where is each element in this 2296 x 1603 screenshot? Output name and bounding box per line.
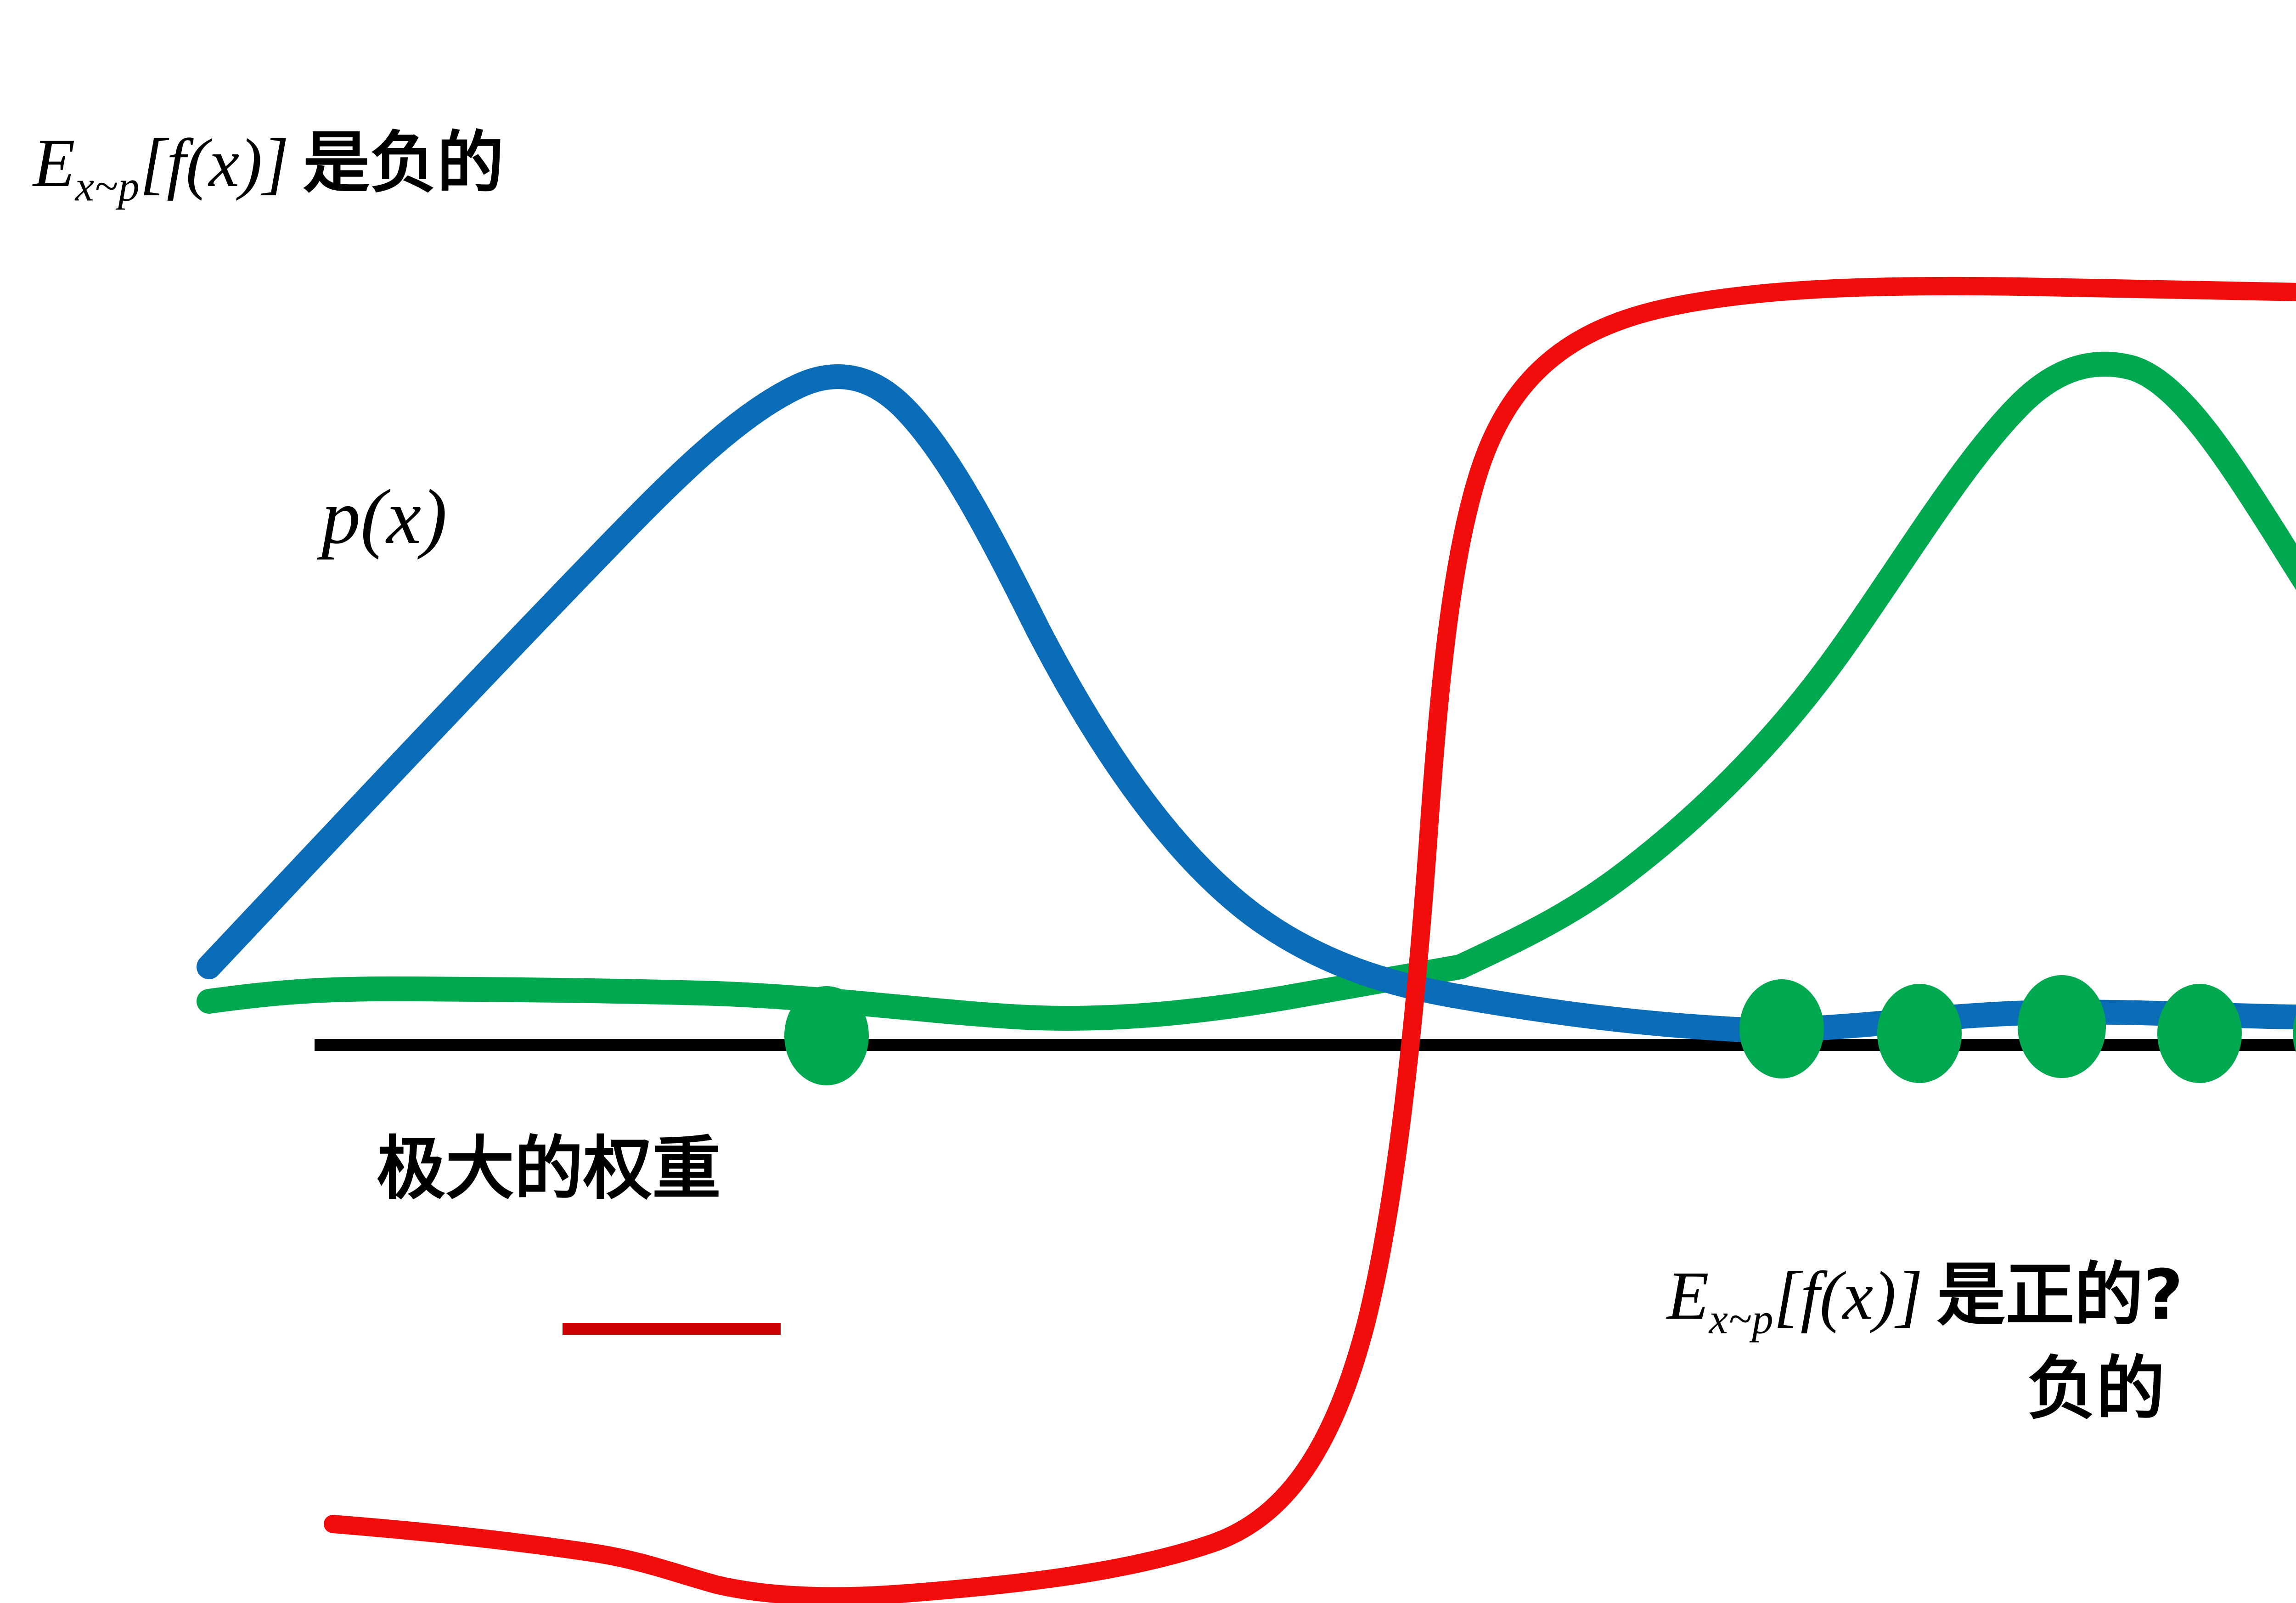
expectation-line-1: Ex~p[f(x)] 是正的? [1667,1261,2183,1341]
f-curve [324,277,2296,1603]
sample-dot [2018,975,2106,1078]
expectation-verdict-correction: 负的 [2027,1349,2165,1429]
expectation-symbol: E [33,125,75,201]
sample-dot [1739,979,1824,1078]
red-strikethrough-icon [563,1323,781,1335]
expectation-argument: [f(x)] [1773,1258,1923,1334]
sample-dot [2157,984,2242,1083]
expectation-verdict-struck: 是正的? [1936,1255,2183,1335]
expectation-under-p-negative-note: Ex~p[f(x)] 是负的 [33,129,504,208]
sample-dot [2293,1014,2296,1053]
expectation-verdict: 是负的 [303,124,504,202]
expectation-argument: [f(x)] [140,125,289,201]
q-curve [197,351,2296,1031]
p-curve [197,364,2296,1043]
sample-dot [784,986,869,1085]
expectation-subscript: x~p [75,163,140,210]
huge-weight-note: 极大的权重 [377,1129,721,1209]
expectation-subscript: x~p [1709,1295,1774,1343]
expectation-symbol: E [1667,1258,1709,1334]
sample-dot [1877,984,1962,1083]
p-curve-label: p(x) [321,474,447,560]
expectation-under-q-note: Ex~p[f(x)] 是正的? 负的 [1667,1261,2183,1423]
sample-dot-group [784,975,2296,1085]
